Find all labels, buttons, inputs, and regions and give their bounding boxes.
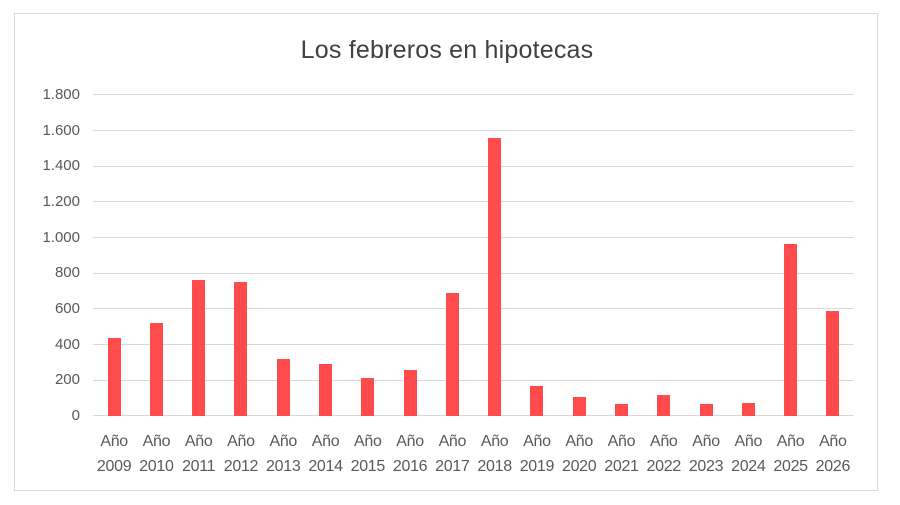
bar[interactable] — [319, 363, 333, 416]
gridline — [93, 308, 854, 310]
x-tick-label-line1: Año — [819, 433, 847, 450]
bar[interactable] — [361, 377, 375, 416]
y-tick-label: 1.200 — [42, 193, 80, 210]
bar[interactable] — [192, 280, 206, 416]
x-tick-label-line2: 2009 — [96, 458, 132, 475]
bar[interactable] — [826, 311, 840, 416]
bar[interactable] — [572, 396, 586, 416]
gridline — [93, 415, 854, 417]
bar[interactable] — [614, 404, 628, 416]
x-tick-label-line2: 2014 — [308, 458, 343, 475]
x-tick-label-line1: Año — [480, 433, 509, 450]
x-tick-label-line1: Año — [523, 433, 551, 450]
x-tick-label-line1: Año — [607, 433, 636, 450]
x-tick-label-line1: Año — [184, 433, 213, 450]
bar[interactable] — [784, 244, 798, 416]
x-tick-label: Año 2013 — [262, 429, 304, 479]
x-tick-label: Año 2026 — [812, 429, 854, 479]
bar[interactable] — [741, 402, 755, 416]
x-tick-label-line2: 2023 — [688, 458, 724, 475]
bar[interactable] — [107, 337, 121, 416]
x-tick-label-line2: 2021 — [604, 458, 639, 475]
x-tick-label-line1: Año — [142, 433, 171, 450]
x-tick-label: Año 2020 — [558, 429, 600, 479]
x-tick-label-line1: Año — [269, 433, 298, 450]
x-tick-label-line2: 2013 — [266, 458, 301, 475]
x-tick-label-line2: 2024 — [731, 458, 766, 475]
bar[interactable] — [530, 385, 544, 416]
x-tick-label: Año 2015 — [347, 429, 389, 479]
bar[interactable] — [445, 292, 459, 416]
x-tick-label-line2: 2025 — [773, 458, 808, 475]
bar[interactable] — [276, 358, 290, 416]
x-tick-label-line1: Año — [692, 433, 720, 450]
chart-frame — [14, 13, 878, 491]
gridline — [93, 272, 854, 274]
x-tick-label: Año 2010 — [135, 429, 177, 479]
gridline — [93, 343, 854, 345]
gridline — [93, 379, 854, 381]
bar[interactable] — [403, 369, 417, 416]
gridline — [93, 94, 854, 96]
gridline — [93, 201, 854, 203]
x-tick-label: Año 2019 — [516, 429, 558, 479]
x-tick-label-line2: 2011 — [182, 458, 216, 475]
y-tick-label: 1.600 — [42, 121, 80, 139]
x-tick-label: Año 2014 — [305, 429, 347, 479]
x-tick-label-line1: Año — [565, 433, 593, 450]
chart-title: Los febreros en hipotecas — [300, 36, 594, 64]
y-tick-label: 1.000 — [42, 228, 80, 246]
x-tick-label-line2: 2026 — [815, 458, 851, 475]
x-tick-label: Año 2021 — [600, 429, 642, 479]
x-tick-label-line1: Año — [734, 433, 763, 450]
gridline — [93, 236, 854, 238]
x-tick-label: Año 2011 — [178, 429, 220, 479]
y-tick-label: 0 — [71, 407, 80, 424]
x-tick-label-line1: Año — [227, 433, 255, 450]
x-tick-label-line2: 2020 — [561, 458, 597, 475]
x-tick-label: Año 2024 — [727, 429, 769, 479]
x-tick-label: Año 2016 — [389, 429, 431, 479]
x-tick-label: Año 2017 — [431, 429, 473, 479]
x-tick-label-line1: Año — [354, 433, 382, 450]
x-tick-label-line2: 2017 — [435, 458, 470, 475]
x-tick-label: Año 2022 — [643, 429, 685, 479]
x-tick-label-line2: 2018 — [477, 458, 512, 475]
x-tick-label-line1: Año — [438, 433, 467, 450]
x-tick-label-line1: Año — [396, 433, 424, 450]
x-tick-label: Año 2012 — [220, 429, 262, 479]
x-tick-label-line2: 2022 — [646, 458, 682, 475]
bar[interactable] — [699, 403, 713, 416]
y-tick-label: 600 — [54, 300, 80, 317]
bar[interactable] — [657, 394, 671, 416]
y-tick-label: 1.400 — [42, 157, 80, 175]
bar[interactable] — [488, 137, 502, 416]
x-tick-label: Año 2025 — [770, 429, 812, 479]
x-tick-label-line1: Año — [311, 433, 340, 450]
bar[interactable] — [234, 282, 248, 416]
y-tick-label: 800 — [54, 264, 80, 282]
gridline — [93, 129, 854, 131]
y-tick-label: 200 — [54, 371, 80, 389]
x-tick-label: Año 2018 — [474, 429, 516, 479]
x-tick-label-line2: 2015 — [350, 458, 386, 475]
bar[interactable] — [149, 323, 163, 416]
y-tick-label: 400 — [54, 335, 80, 353]
x-tick-label-line1: Año — [100, 433, 128, 450]
x-tick-label-line1: Año — [649, 433, 678, 450]
x-tick-label-line2: 2019 — [519, 458, 555, 475]
x-tick-label-line2: 2012 — [223, 458, 259, 475]
x-tick-label: Año 2023 — [685, 429, 727, 479]
gridline — [93, 165, 854, 167]
x-tick-label-line1: Año — [776, 433, 805, 450]
x-tick-label: Año 2009 — [93, 429, 135, 479]
x-tick-label-line2: 2010 — [139, 458, 174, 475]
x-tick-label-line2: 2016 — [392, 458, 428, 475]
y-tick-label: 1.800 — [42, 86, 80, 103]
